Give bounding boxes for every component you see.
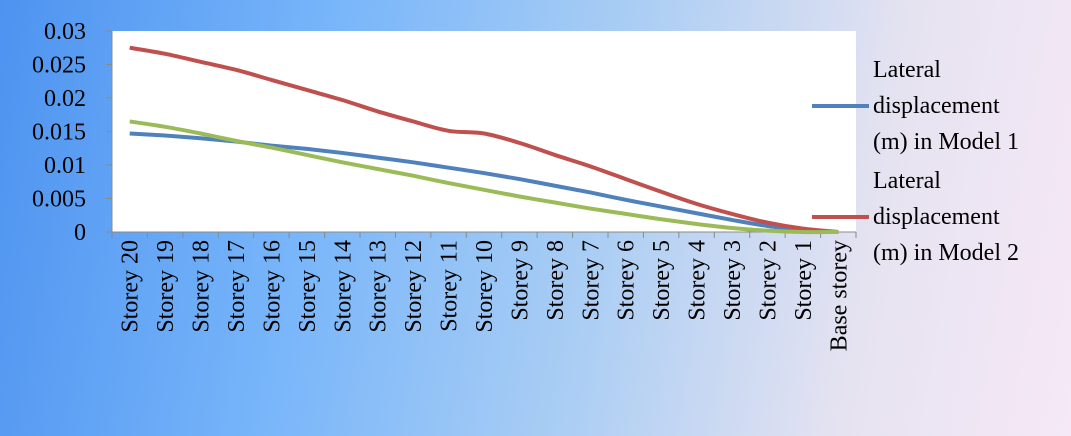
series-line-3 [129, 119, 839, 235]
x-tick-label: Storey 5 [649, 240, 675, 321]
x-tick-label: Storey 12 [401, 240, 427, 333]
x-tick-label: Storey 15 [295, 240, 321, 333]
y-tick-label: 0.02 [44, 86, 86, 112]
series-lines [129, 45, 839, 235]
legend-label-2: Lateral [873, 168, 941, 194]
x-tick-label: Storey 10 [472, 240, 498, 333]
x-tick-label: Storey 4 [685, 240, 711, 321]
x-axis-ticks: Storey 20 Storey 19 Storey 18 Storey 17 Stor… [111, 232, 857, 351]
x-tick-label: Storey 18 [189, 240, 215, 333]
legend-label-1: (m) in Model 1 [873, 129, 1019, 155]
y-tick-label: 0 [74, 220, 86, 246]
x-tick-label: Storey 7 [578, 240, 604, 321]
x-tick-label: Storey 11 [437, 240, 463, 332]
legend: Lateral displacement (m) in Model 1 Lateral… [812, 57, 1019, 266]
legend-label-1: displacement [873, 93, 1000, 119]
x-tick-label: Storey 13 [366, 240, 392, 333]
x-tick-label: Storey 8 [543, 240, 569, 321]
x-tick-label: Storey 3 [720, 240, 746, 321]
legend-label-2: displacement [873, 204, 1000, 230]
x-tick-label: Base storey [826, 240, 852, 351]
y-tick-label: 0.01 [44, 153, 86, 179]
legend-label-2: (m) in Model 2 [873, 240, 1019, 266]
series-line-2 [129, 45, 839, 234]
x-tick-label: Storey 2 [755, 240, 781, 321]
x-tick-label: Storey 16 [259, 240, 285, 333]
x-tick-label: Storey 9 [507, 240, 533, 321]
x-tick-label: Storey 14 [330, 240, 356, 333]
legend-label-1: Lateral [873, 57, 941, 83]
y-tick-label: 0.005 [32, 187, 86, 213]
x-tick-label: Storey 17 [224, 240, 250, 333]
x-tick-label: Storey 20 [118, 240, 144, 333]
y-tick-label: 0.025 [32, 53, 86, 79]
x-tick-label: Storey 19 [153, 240, 179, 333]
y-tick-label: 0.015 [32, 120, 86, 146]
y-axis-ticks: 0 0.005 0.01 0.015 0.02 0.025 0.03 [32, 19, 112, 246]
x-tick-label: Storey 6 [614, 240, 640, 321]
y-tick-label: 0.03 [44, 19, 86, 45]
x-tick-label: Storey 1 [791, 240, 817, 321]
